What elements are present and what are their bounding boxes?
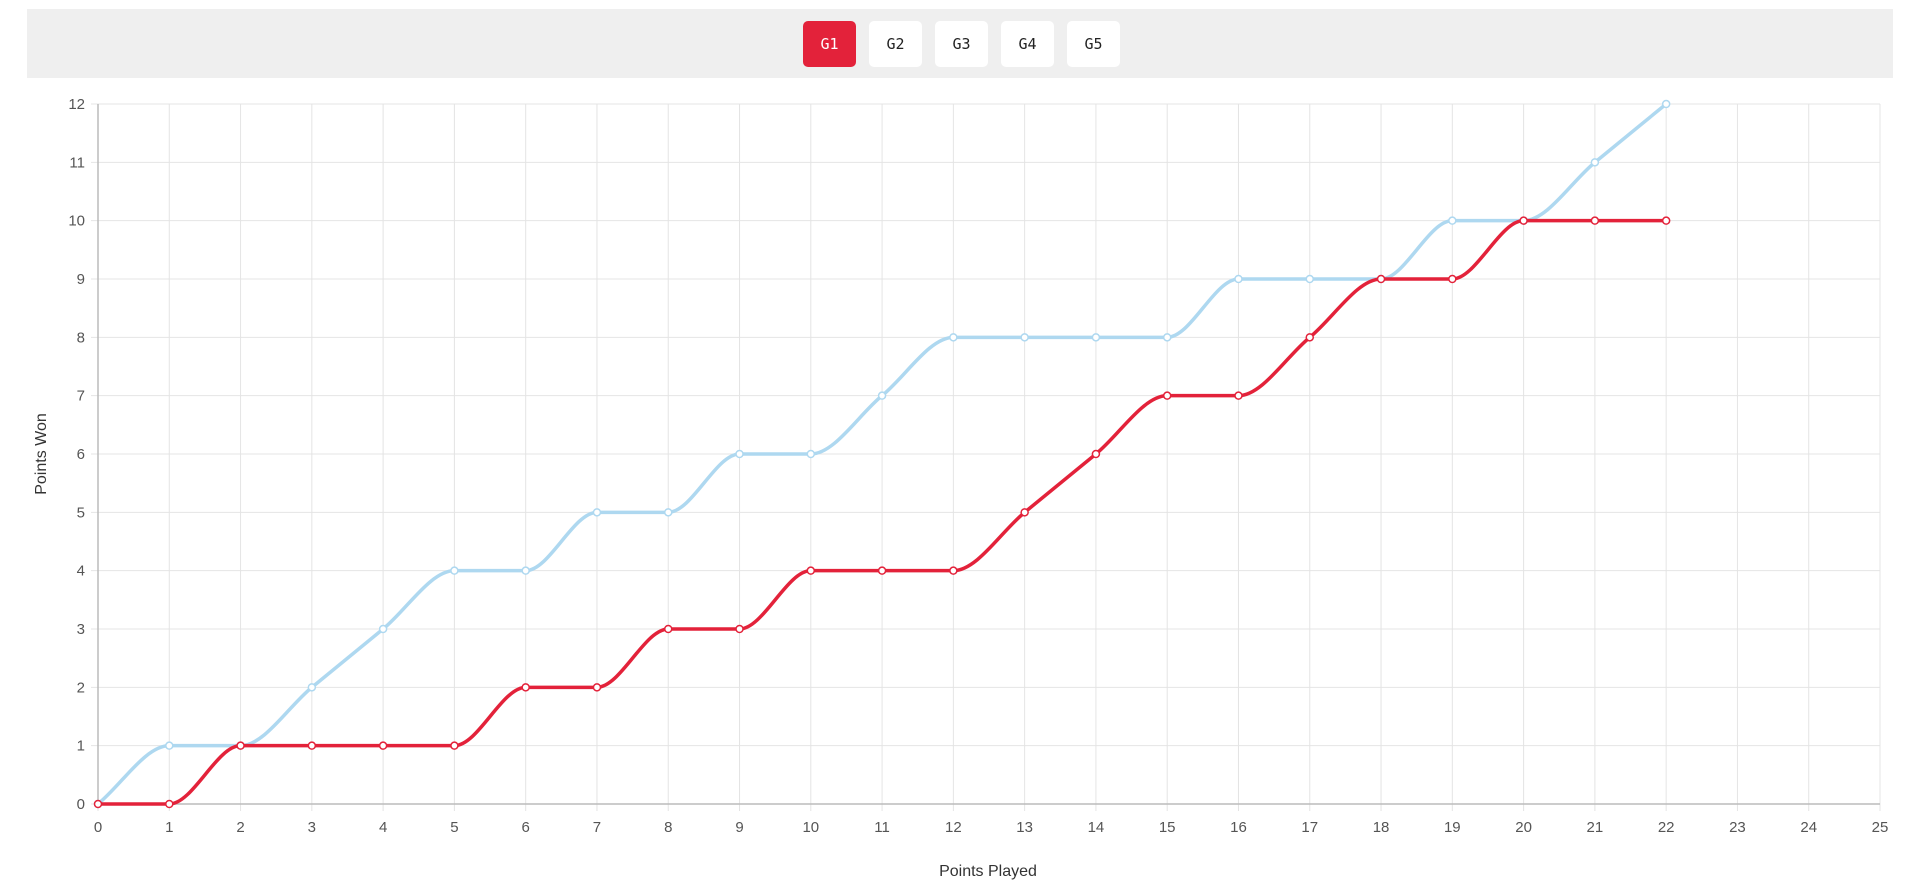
y-tick-label: 4 — [77, 563, 85, 580]
series-1-point — [735, 449, 744, 459]
series-1-point — [1661, 99, 1671, 109]
series-1-point — [1091, 333, 1101, 342]
x-tick-label: 14 — [1088, 819, 1105, 836]
series-2-point — [735, 624, 744, 634]
y-tick-label: 2 — [77, 679, 85, 696]
y-tick-label: 11 — [69, 154, 85, 171]
x-tick-label: 8 — [664, 819, 672, 836]
y-tick-label: 7 — [77, 388, 85, 405]
series-2 — [93, 216, 1671, 809]
game-tab-bar: G1 G2 G3 G4 G5 — [27, 9, 1893, 78]
y-tick-label: 5 — [77, 504, 85, 521]
series-1-point — [592, 508, 602, 517]
series-2-point — [806, 566, 816, 575]
series-1-point — [1448, 216, 1457, 225]
y-tick-label: 0 — [77, 796, 85, 813]
series-2-point — [93, 799, 103, 809]
y-tick-label: 1 — [77, 738, 85, 755]
x-tick-label: 23 — [1729, 819, 1746, 836]
x-tick-label: 2 — [236, 819, 244, 836]
y-tick-label: 12 — [68, 96, 85, 113]
y-tick-label: 10 — [68, 213, 85, 230]
x-axis-title: Points Played — [939, 863, 1037, 880]
series-2-point — [1234, 391, 1243, 400]
series-2-point — [1448, 274, 1457, 284]
series-2-point — [1162, 391, 1172, 400]
series-2-point — [236, 741, 245, 750]
series-2-point — [165, 799, 174, 809]
x-tick-label: 11 — [874, 819, 890, 836]
chart-tick-labels: 0 1 2 3 4 5 6 7 8 9 10 11 12 13 14 15 16 17 18 19 20 21 22 23 24… — [68, 96, 1888, 836]
x-tick-label: 12 — [945, 819, 962, 836]
chart-grid — [91, 103, 1881, 811]
x-tick-label: 13 — [1016, 819, 1033, 836]
series-2-point — [1020, 508, 1029, 517]
x-tick-label: 6 — [522, 819, 530, 836]
series-2-point — [1661, 216, 1671, 225]
series-1-point — [877, 391, 887, 400]
y-axis-title: Points Won — [33, 413, 50, 495]
series-2-point — [949, 566, 958, 575]
x-tick-label: 22 — [1658, 819, 1675, 836]
series-1-point — [307, 683, 317, 692]
series-2-point — [450, 741, 459, 750]
x-tick-label: 21 — [1587, 819, 1604, 836]
series-1-point — [1234, 274, 1243, 284]
series-1-point — [165, 741, 174, 750]
x-tick-label: 16 — [1230, 819, 1247, 836]
series-2-point — [663, 624, 673, 634]
series-1-point — [378, 624, 388, 634]
y-tick-label: 6 — [77, 446, 85, 463]
tab-g3[interactable]: G3 — [935, 21, 988, 67]
series-2-point — [592, 683, 602, 692]
series-1-point — [450, 566, 459, 575]
x-tick-label: 18 — [1373, 819, 1390, 836]
tab-g2[interactable]: G2 — [869, 21, 922, 67]
x-tick-label: 7 — [593, 819, 601, 836]
chart-series — [93, 99, 1671, 809]
y-tick-label: 3 — [77, 621, 85, 638]
series-1-point — [1590, 158, 1600, 167]
x-tick-label: 24 — [1800, 819, 1817, 836]
series-1-point — [949, 333, 958, 342]
y-tick-label: 9 — [77, 271, 85, 288]
series-2-point — [1376, 274, 1386, 284]
x-tick-label: 17 — [1301, 819, 1318, 836]
x-tick-label: 15 — [1159, 819, 1176, 836]
series-1-point — [806, 449, 816, 459]
x-tick-label: 1 — [165, 819, 173, 836]
series-1-point — [1305, 274, 1315, 284]
x-tick-label: 5 — [450, 819, 458, 836]
tab-g1[interactable]: G1 — [803, 21, 856, 67]
x-tick-label: 19 — [1444, 819, 1461, 836]
series-2-point — [1519, 216, 1528, 225]
y-tick-label: 8 — [77, 329, 85, 346]
series-1-point — [1162, 333, 1172, 342]
series-2-point — [1091, 449, 1101, 459]
chart-axes — [97, 104, 1880, 805]
series-1-line — [96, 102, 1668, 806]
series-1-point — [521, 566, 530, 575]
x-tick-label: 9 — [735, 819, 743, 836]
series-2-point — [521, 683, 530, 692]
series-2-point — [877, 566, 887, 575]
game-tab-group: G1 G2 G3 G4 G5 — [803, 21, 1120, 67]
series-2-point — [1305, 333, 1315, 342]
series-2-point — [1590, 216, 1600, 225]
series-2-point — [307, 741, 317, 750]
series-1-point — [1020, 333, 1029, 342]
tab-g4[interactable]: G4 — [1001, 21, 1054, 67]
x-tick-label: 25 — [1872, 819, 1889, 836]
series-1-point — [663, 508, 673, 517]
tab-g5[interactable]: G5 — [1067, 21, 1120, 67]
x-tick-label: 0 — [94, 819, 102, 836]
x-tick-label: 20 — [1515, 819, 1532, 836]
x-tick-label: 3 — [308, 819, 316, 836]
x-tick-label: 4 — [379, 819, 387, 836]
x-tick-label: 10 — [802, 819, 819, 836]
series-2-point — [378, 741, 388, 750]
